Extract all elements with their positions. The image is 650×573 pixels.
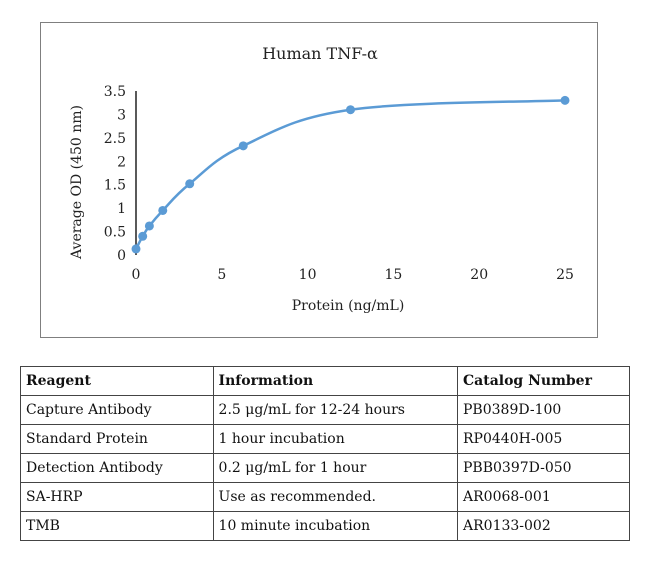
reagent-cell: Standard Protein — [20, 424, 214, 454]
reagent-cell: Detection Antibody — [20, 453, 214, 483]
x-tick-label: 0 — [132, 267, 141, 283]
data-point — [346, 105, 355, 115]
data-point — [158, 205, 168, 215]
x-tick-label: 25 — [556, 267, 574, 283]
reagent-cell: SA-HRP — [20, 482, 214, 512]
standard-curve-chart: Human TNF-α Average OD (450 nm) Protein … — [69, 44, 574, 314]
chart-title: Human TNF-α — [262, 44, 378, 63]
data-point — [185, 179, 195, 189]
reagent-cell: Capture Antibody — [20, 395, 214, 425]
x-tick-label: 10 — [299, 267, 317, 283]
y-axis-label: Average OD (450 nm) — [69, 105, 85, 260]
catalog-number-cell: PBB0397D-050 — [457, 453, 630, 483]
x-axis-label: Protein (ng/mL) — [292, 298, 405, 314]
data-point — [238, 141, 248, 151]
y-tick-label: 2.5 — [104, 131, 126, 147]
catalog-number-cell: AR0133-002 — [457, 511, 630, 541]
x-tick-label: 15 — [384, 267, 402, 283]
data-point — [138, 231, 148, 241]
y-tick-label: 3.5 — [104, 84, 126, 100]
catalog-number-cell: RP0440H-005 — [457, 424, 630, 454]
chart-panel: Human TNF-α Average OD (450 nm) Protein … — [40, 22, 598, 338]
information-cell: Use as recommended. — [212, 482, 459, 512]
series-line — [134, 99, 566, 250]
table-header-row: Reagent Information Catalog Number — [20, 366, 630, 396]
data-point — [131, 244, 141, 254]
data-point — [560, 95, 570, 105]
information-cell: 10 minute incubation — [212, 511, 459, 541]
information-cell: 1 hour incubation — [212, 424, 459, 454]
column-header: Catalog Number — [457, 366, 630, 396]
y-tick-label: 3 — [117, 107, 126, 123]
table-row: SA-HRP Use as recommended. AR0068-001 — [20, 482, 630, 512]
table-row: Standard Protein 1 hour incubation RP044… — [20, 424, 630, 454]
y-tick-label: 2 — [117, 154, 126, 170]
table-row: Detection Antibody 0.2 μg/mL for 1 hour … — [20, 453, 630, 483]
x-tick-label: 20 — [470, 267, 488, 283]
information-cell: 2.5 μg/mL for 12-24 hours — [212, 395, 459, 425]
y-tick-label: 0 — [117, 248, 126, 264]
column-header: Information — [212, 366, 459, 396]
column-header: Reagent — [20, 366, 214, 396]
table-row: Capture Antibody 2.5 μg/mL for 12-24 hou… — [20, 395, 630, 425]
catalog-number-cell: PB0389D-100 — [457, 395, 630, 425]
y-tick-label: 1.5 — [104, 178, 126, 194]
information-cell: 0.2 μg/mL for 1 hour — [212, 453, 459, 483]
x-tick-label: 5 — [217, 267, 226, 283]
reagent-cell: TMB — [20, 511, 214, 541]
y-tick-label: 0.5 — [104, 225, 126, 241]
catalog-number-cell: AR0068-001 — [457, 482, 630, 512]
data-point — [144, 221, 154, 231]
y-tick-label: 1 — [117, 201, 126, 217]
table-row: TMB 10 minute incubation AR0133-002 — [20, 511, 630, 541]
reagent-table: Reagent Information Catalog Number Captu… — [20, 366, 630, 541]
